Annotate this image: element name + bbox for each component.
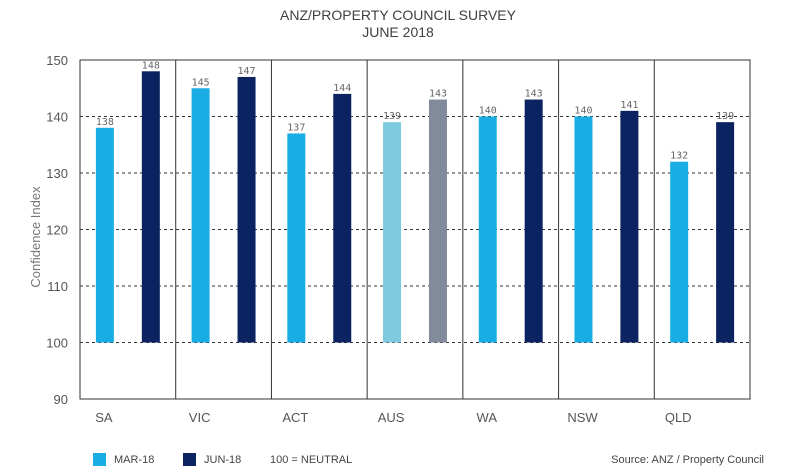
bar-sa-jun-18 bbox=[141, 71, 160, 343]
x-tick-label-aus: AUS bbox=[378, 410, 405, 425]
y-tick-label-120: 120 bbox=[46, 223, 68, 238]
y-tick-label-150: 150 bbox=[46, 53, 68, 68]
value-label-qld-jun-18: 139 bbox=[716, 111, 734, 122]
plot-frame bbox=[79, 59, 751, 400]
legend: MAR-18 JUN-18 100 = NEUTRAL bbox=[93, 453, 352, 466]
chart-title: ANZ/PROPERTY COUNCIL SURVEY bbox=[280, 7, 517, 23]
bar-wa-jun-18 bbox=[524, 99, 543, 343]
bar-vic-jun-18 bbox=[237, 76, 256, 343]
bar-act-jun-18 bbox=[333, 93, 352, 343]
y-tick-label-100: 100 bbox=[46, 336, 68, 351]
x-tick-label-vic: VIC bbox=[189, 410, 211, 425]
chart-subtitle: JUNE 2018 bbox=[362, 24, 434, 40]
legend-swatch-mar-18 bbox=[93, 453, 106, 466]
legend-swatch-jun-18 bbox=[183, 453, 196, 466]
bar-aus-jun-18 bbox=[428, 99, 447, 343]
x-tick-label-act: ACT bbox=[282, 410, 308, 425]
x-tick-label-wa: WA bbox=[477, 410, 498, 425]
legend-note-neutral: 100 = NEUTRAL bbox=[270, 454, 352, 466]
y-tick-label-110: 110 bbox=[47, 279, 68, 294]
value-label-qld-mar-18: 132 bbox=[670, 151, 688, 162]
plot-area: 90 100 110 120 130 140 150 138 148 SA 145 147 VIC 137… bbox=[46, 53, 751, 425]
value-label-nsw-jun-18: 141 bbox=[620, 100, 638, 111]
value-label-wa-mar-18: 140 bbox=[479, 106, 497, 117]
legend-label-jun-18: JUN-18 bbox=[204, 454, 241, 466]
x-tick-label-sa: SA bbox=[95, 410, 113, 425]
y-tick-label-90: 90 bbox=[54, 392, 68, 407]
value-label-sa-jun-18: 148 bbox=[142, 60, 160, 71]
value-label-act-jun-18: 144 bbox=[333, 83, 351, 94]
y-axis-label: Confidence Index bbox=[28, 186, 43, 288]
x-tick-label-nsw: NSW bbox=[567, 410, 598, 425]
y-tick-label-130: 130 bbox=[46, 166, 68, 181]
bar-aus-mar-18 bbox=[383, 122, 402, 343]
value-label-nsw-mar-18: 140 bbox=[574, 106, 592, 117]
bar-act-mar-18 bbox=[287, 133, 306, 343]
value-label-aus-mar-18: 139 bbox=[383, 111, 401, 122]
value-label-vic-mar-18: 145 bbox=[192, 77, 210, 88]
value-label-act-mar-18: 137 bbox=[287, 122, 305, 133]
legend-label-mar-18: MAR-18 bbox=[114, 454, 154, 466]
bar-qld-mar-18 bbox=[670, 161, 689, 343]
source-note: Source: ANZ / Property Council bbox=[611, 454, 764, 466]
value-label-vic-jun-18: 147 bbox=[238, 66, 256, 77]
bar-vic-mar-18 bbox=[191, 88, 210, 343]
bar-qld-jun-18 bbox=[716, 122, 735, 343]
bar-nsw-mar-18 bbox=[574, 116, 593, 343]
bar-wa-mar-18 bbox=[478, 116, 497, 343]
bar-nsw-jun-18 bbox=[620, 110, 639, 343]
value-label-wa-jun-18: 143 bbox=[525, 89, 543, 100]
x-tick-label-qld: QLD bbox=[665, 410, 692, 425]
bar-sa-mar-18 bbox=[95, 127, 114, 343]
value-label-aus-jun-18: 143 bbox=[429, 89, 447, 100]
value-label-sa-mar-18: 138 bbox=[96, 117, 114, 128]
y-tick-label-140: 140 bbox=[46, 110, 68, 125]
